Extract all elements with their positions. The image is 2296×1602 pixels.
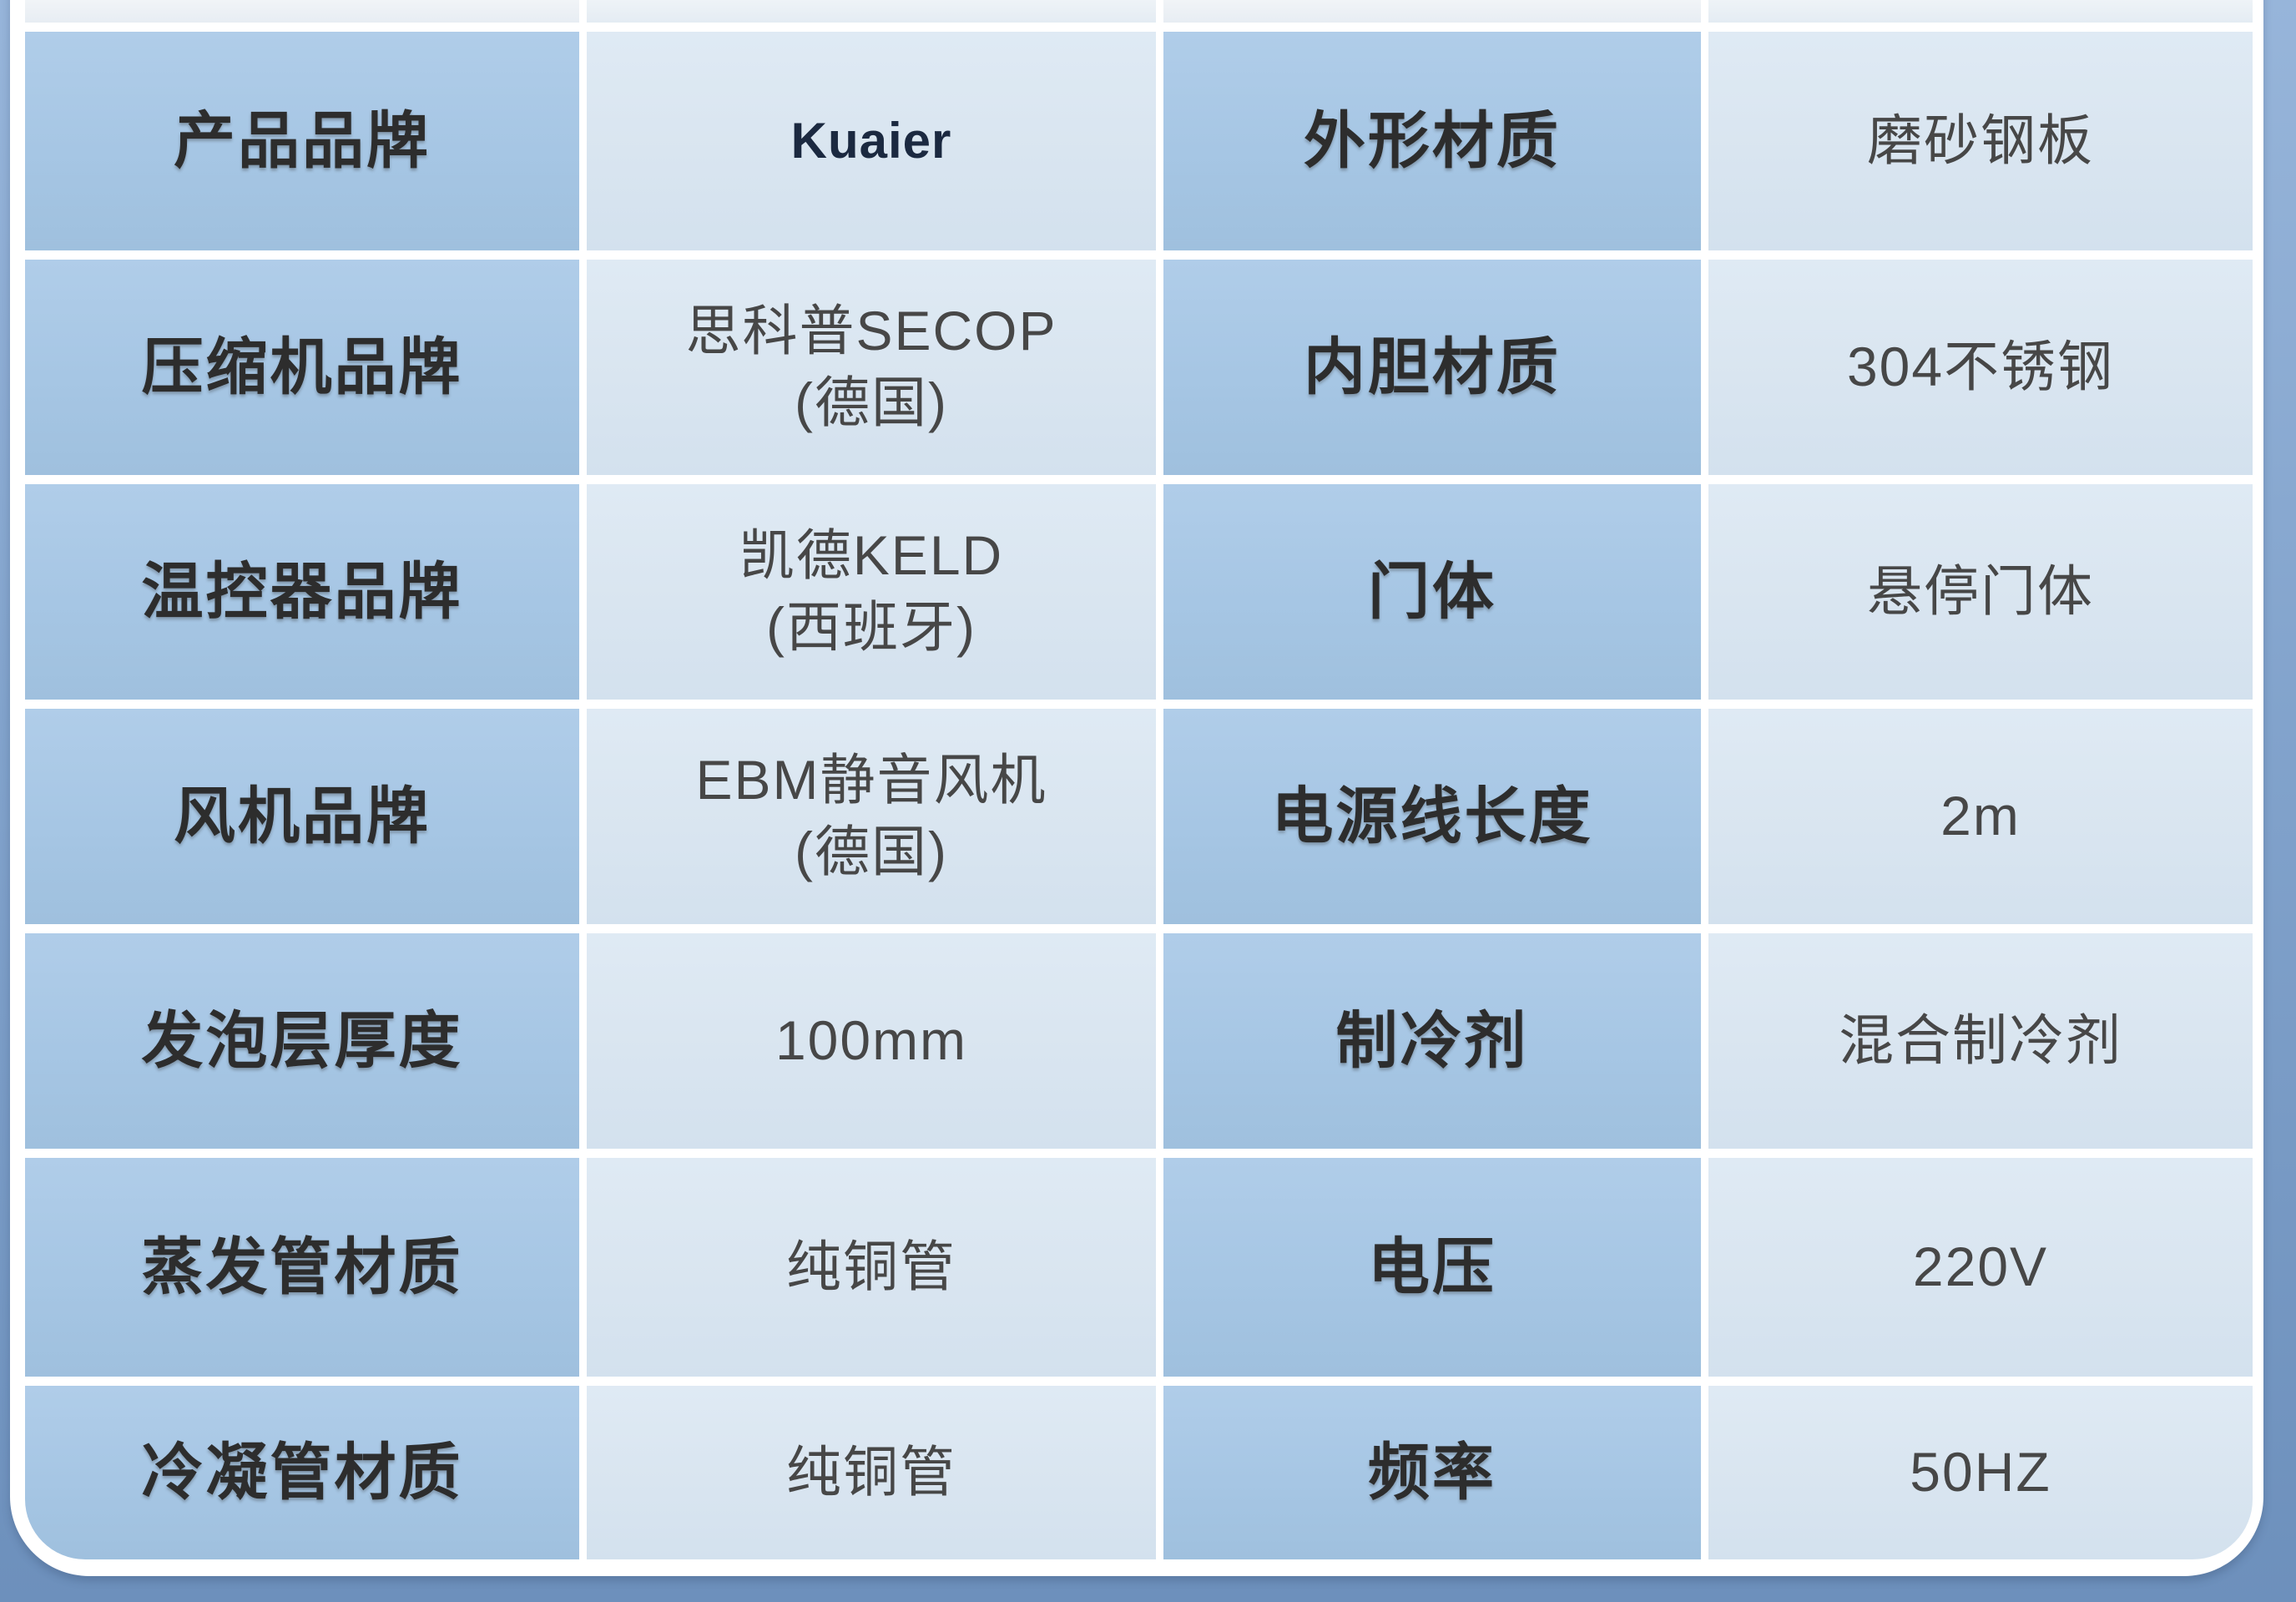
kuaier-brand-logo: Kuaier [790,113,952,169]
label-cell-door-body: 门体 [1163,484,1701,700]
value-text-evaporator-pipe-material: 纯铜管 [786,1236,956,1298]
label-cell-refrigerant: 制冷剂 [1163,933,1701,1149]
label-text-compressor-brand: 压缩机品牌 [141,331,463,402]
label-text-refrigerant: 制冷剂 [1335,1005,1529,1075]
value-cell-voltage: 220V [1708,1158,2253,1377]
value-text-door-body: 悬停门体 [1867,560,2094,623]
label-text-evaporator-pipe-material: 蒸发管材质 [141,1231,463,1301]
spec-table-grid: 产品品牌 Kuaier 外形材质 磨砂钢板 压缩机品牌 思科普SECOP (德国… [25,0,2263,1559]
label-text-foam-layer-thickness: 发泡层厚度 [141,1005,463,1075]
label-cell-power-cord-length: 电源线长度 [1163,709,1701,924]
cutoff-row-value-cell-2 [1708,0,2253,23]
value-text-liner-material: 304不锈钢 [1846,336,2115,398]
value-text-foam-layer-thickness: 100mm [775,1009,968,1072]
value-text-voltage: 220V [1912,1236,2049,1298]
label-cell-fan-brand: 风机品牌 [25,709,579,924]
value-cell-condenser-pipe-material: 纯铜管 [587,1386,1156,1559]
value-text-thermostat-brand: 凯德KELD (西班牙) [739,524,1004,658]
label-text-voltage: 电压 [1368,1231,1496,1301]
label-cell-liner-material: 内胆材质 [1163,260,1701,475]
value-text-fan-brand: EBM静音风机 (德国) [695,749,1047,882]
value-cell-exterior-material: 磨砂钢板 [1708,32,2253,250]
value-cell-frequency: 50HZ [1708,1386,2253,1559]
value-text-frequency: 50HZ [1910,1441,2051,1503]
label-text-condenser-pipe-material: 冷凝管材质 [141,1437,463,1507]
value-text-exterior-material: 磨砂钢板 [1867,109,2094,172]
value-cell-power-cord-length: 2m [1708,709,2253,924]
label-cell-voltage: 电压 [1163,1158,1701,1377]
label-text-fan-brand: 风机品牌 [174,781,431,851]
value-cell-refrigerant: 混合制冷剂 [1708,933,2253,1149]
cutoff-row-label-cell-1 [25,0,579,23]
label-text-exterior-material: 外形材质 [1304,105,1561,175]
value-text-power-cord-length: 2m [1940,785,2021,847]
label-cell-thermostat-brand: 温控器品牌 [25,484,579,700]
value-cell-door-body: 悬停门体 [1708,484,2253,700]
value-cell-liner-material: 304不锈钢 [1708,260,2253,475]
label-cell-foam-layer-thickness: 发泡层厚度 [25,933,579,1149]
label-cell-condenser-pipe-material: 冷凝管材质 [25,1386,579,1559]
label-cell-exterior-material: 外形材质 [1163,32,1701,250]
label-text-power-cord-length: 电源线长度 [1271,781,1593,851]
label-cell-compressor-brand: 压缩机品牌 [25,260,579,475]
label-cell-frequency: 频率 [1163,1386,1701,1559]
label-text-product-brand: 产品品牌 [174,105,431,175]
value-cell-foam-layer-thickness: 100mm [587,933,1156,1149]
value-cell-fan-brand: EBM静音风机 (德国) [587,709,1156,924]
label-text-frequency: 频率 [1368,1437,1496,1507]
value-cell-thermostat-brand: 凯德KELD (西班牙) [587,484,1156,700]
label-cell-product-brand: 产品品牌 [25,32,579,250]
value-cell-compressor-brand: 思科普SECOP (德国) [587,260,1156,475]
value-text-refrigerant: 混合制冷剂 [1839,1009,2122,1072]
value-cell-evaporator-pipe-material: 纯铜管 [587,1158,1156,1377]
label-text-thermostat-brand: 温控器品牌 [141,556,463,626]
cutoff-row-label-cell-2 [1163,0,1701,23]
value-text-condenser-pipe-material: 纯铜管 [786,1441,956,1503]
label-cell-evaporator-pipe-material: 蒸发管材质 [25,1158,579,1377]
value-text-compressor-brand: 思科普SECOP (德国) [685,300,1057,433]
value-cell-product-brand: Kuaier [587,32,1156,250]
spec-table-panel: 产品品牌 Kuaier 外形材质 磨砂钢板 压缩机品牌 思科普SECOP (德国… [10,0,2263,1576]
label-text-liner-material: 内胆材质 [1304,331,1561,402]
cutoff-row-value-cell-1 [587,0,1156,23]
label-text-door-body: 门体 [1368,556,1496,626]
